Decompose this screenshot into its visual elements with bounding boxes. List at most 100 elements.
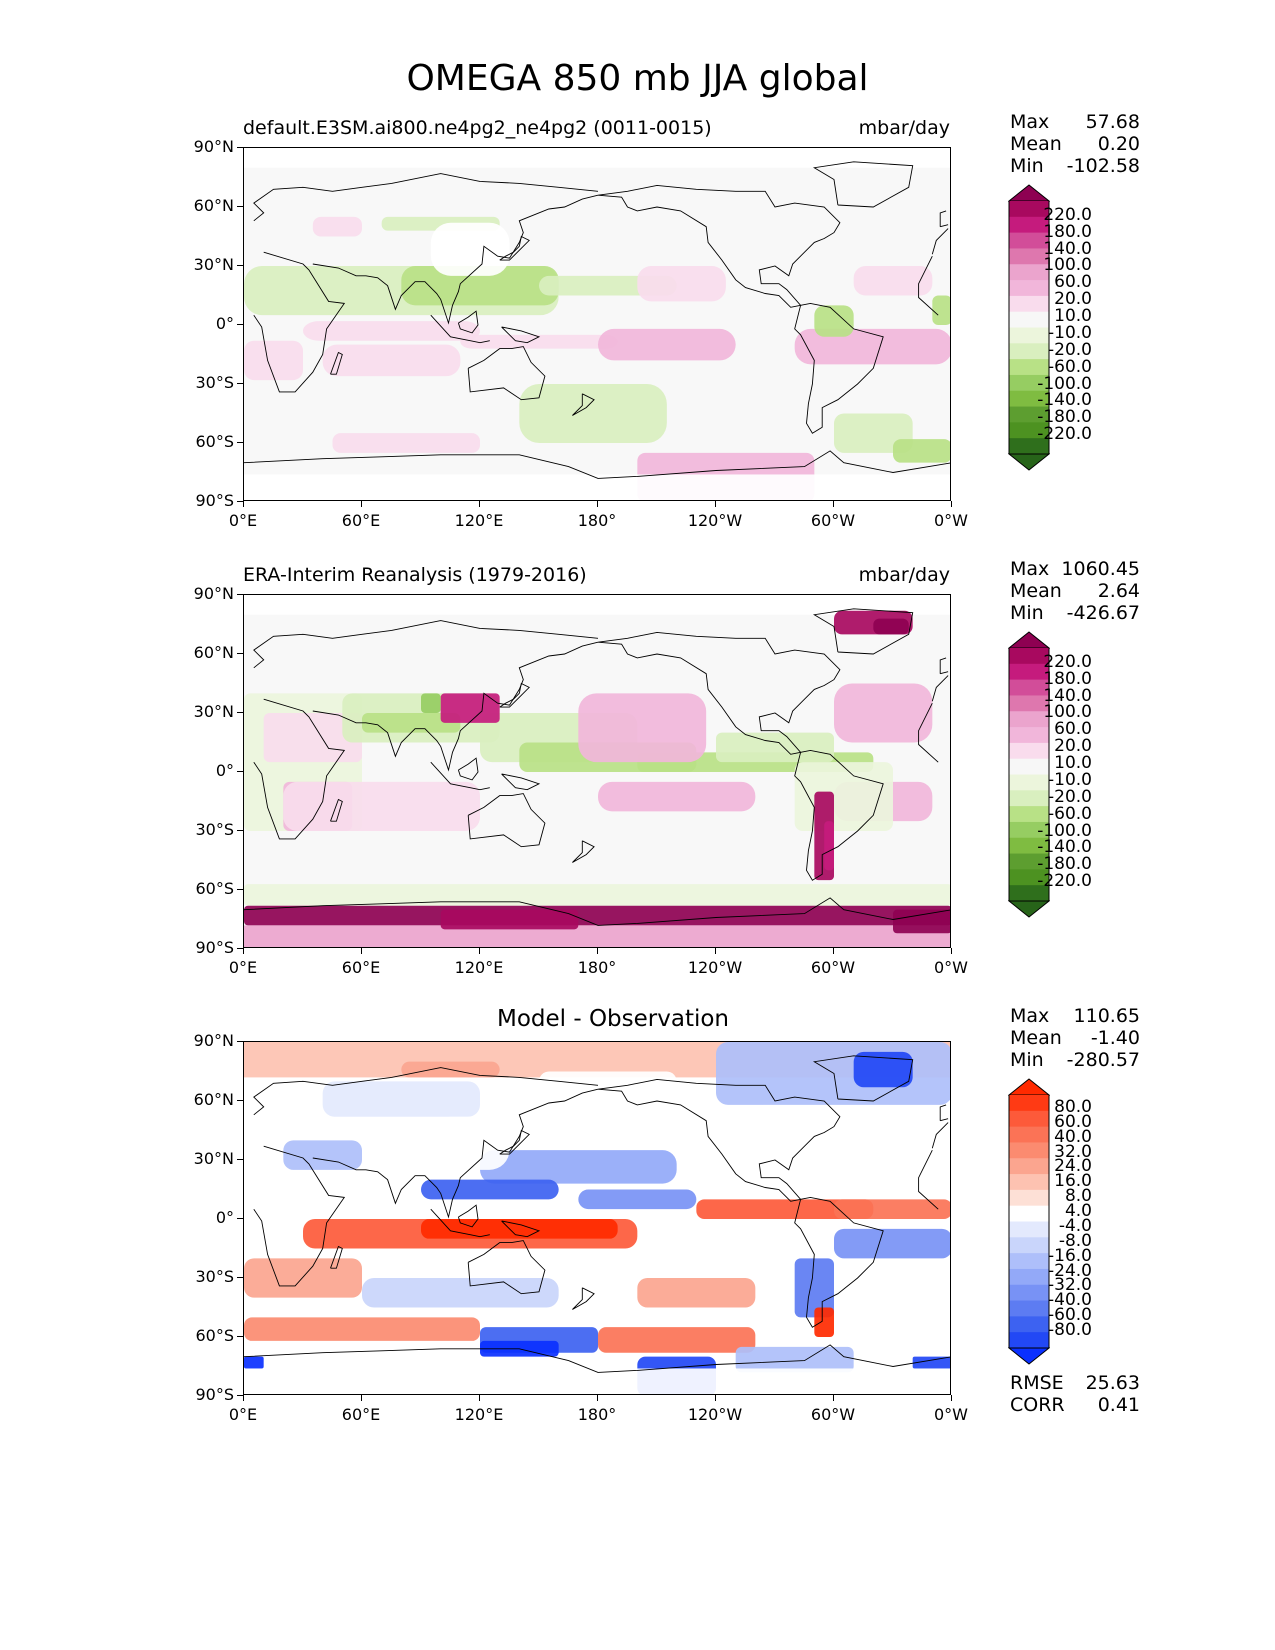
panel3-field bbox=[244, 1042, 950, 1394]
colorbar-svg bbox=[1007, 184, 1051, 471]
colorbar-bottom-extend bbox=[1007, 1347, 1051, 1365]
x-tick-mark bbox=[242, 1395, 244, 1401]
colorbar-label: 60.0 bbox=[1054, 1111, 1092, 1132]
x-tick-mark bbox=[242, 501, 244, 507]
field-region bbox=[853, 266, 933, 296]
colorbar-label: 140.0 bbox=[1043, 685, 1092, 706]
x-tick-mark bbox=[360, 1395, 362, 1401]
panel1-units: mbar/day bbox=[858, 117, 950, 139]
colorbar-segment bbox=[1009, 742, 1049, 760]
x-tick-label: 120°E bbox=[454, 958, 504, 977]
colorbar-label: 100.0 bbox=[1043, 702, 1092, 723]
panel2-left-title: ERA-Interim Reanalysis (1979-2016) bbox=[243, 564, 587, 586]
colorbar-label: 16.0 bbox=[1054, 1171, 1092, 1192]
x-tick-label: 120°W bbox=[687, 1405, 743, 1424]
panel3-map bbox=[243, 1041, 951, 1395]
y-tick-label: 30°S bbox=[195, 1267, 234, 1286]
colorbar-segment bbox=[1009, 1205, 1049, 1222]
colorbar-top-extend bbox=[1007, 631, 1051, 649]
colorbar-segment bbox=[1009, 1221, 1049, 1238]
x-tick-label: 0°E bbox=[228, 1405, 258, 1424]
y-tick-label: 30°N bbox=[193, 255, 234, 274]
colorbar-segment bbox=[1009, 1284, 1049, 1302]
field-region bbox=[794, 328, 950, 365]
field-region bbox=[480, 1150, 677, 1184]
field-region bbox=[322, 344, 461, 377]
colorbar-segment bbox=[1009, 648, 1049, 665]
field-region bbox=[244, 1258, 362, 1298]
field-region bbox=[824, 821, 834, 871]
x-tick-label: 60°E bbox=[341, 1405, 381, 1424]
colorbar-label: 10.0 bbox=[1054, 753, 1092, 774]
colorbar-segment bbox=[1009, 1095, 1049, 1112]
field-region bbox=[735, 1346, 854, 1373]
panel2-units: mbar/day bbox=[858, 564, 950, 586]
y-tick-label: 0° bbox=[215, 1208, 234, 1227]
y-tick-label: 30°S bbox=[195, 820, 234, 839]
colorbar-label: -4.0 bbox=[1058, 1215, 1092, 1236]
y-tick-mark bbox=[237, 652, 243, 654]
y-tick-mark bbox=[237, 1040, 243, 1042]
y-tick-mark bbox=[237, 711, 243, 713]
y-tick-label: 90°N bbox=[193, 137, 234, 156]
field-region bbox=[244, 925, 950, 947]
y-tick-label: 60°S bbox=[195, 432, 234, 451]
colorbar-top-extend bbox=[1007, 184, 1051, 202]
panel1-stats: Max 57.68 Mean 0.20 Min -102.58 bbox=[1010, 111, 1140, 177]
colorbar-label: -8.0 bbox=[1058, 1230, 1092, 1251]
x-tick-label: 180° bbox=[577, 511, 617, 530]
colorbar-label: 100.0 bbox=[1043, 255, 1092, 276]
field-region bbox=[578, 1189, 697, 1210]
x-tick-label: 0°E bbox=[228, 958, 258, 977]
panel1-map bbox=[243, 147, 951, 501]
colorbar-label: 220.0 bbox=[1043, 204, 1092, 225]
x-tick-mark bbox=[360, 948, 362, 954]
colorbar-segment bbox=[1009, 311, 1049, 328]
y-tick-mark bbox=[237, 1276, 243, 1278]
field-region bbox=[430, 222, 510, 276]
colorbar-label: 20.0 bbox=[1054, 289, 1092, 310]
x-tick-label: 60°E bbox=[341, 511, 381, 530]
colorbar-label: 80.0 bbox=[1054, 1096, 1092, 1117]
field-region bbox=[244, 474, 950, 500]
x-tick-label: 0°W bbox=[934, 1405, 968, 1424]
y-tick-mark bbox=[237, 1158, 243, 1160]
colorbar-segment bbox=[1009, 1253, 1049, 1270]
colorbar-segment bbox=[1009, 774, 1049, 791]
field-region bbox=[322, 1081, 480, 1117]
colorbar-segment bbox=[1009, 806, 1049, 823]
colorbar-segment bbox=[1009, 264, 1049, 281]
colorbar-segment bbox=[1009, 422, 1049, 439]
field-region bbox=[244, 340, 303, 381]
colorbar-segment bbox=[1009, 1110, 1049, 1128]
field-region bbox=[421, 693, 441, 713]
colorbar-segment bbox=[1009, 374, 1049, 392]
field-region bbox=[637, 266, 726, 302]
colorbar-segment bbox=[1009, 343, 1049, 360]
colorbar-label: -60.0 bbox=[1048, 356, 1092, 377]
y-tick-label: 0° bbox=[215, 761, 234, 780]
x-tick-label: 180° bbox=[577, 1405, 617, 1424]
panel2-field bbox=[244, 608, 950, 947]
colorbar-label: -140.0 bbox=[1037, 390, 1092, 411]
colorbar-label: -220.0 bbox=[1037, 871, 1092, 892]
y-tick-label: 90°S bbox=[195, 1385, 234, 1404]
panel1-colorbar: 220.0 180.0 140.0 100.0 60.0 20.0 10.0 -10.0 -20… bbox=[1007, 184, 1092, 475]
x-tick-mark bbox=[478, 1395, 480, 1401]
colorbar-segment bbox=[1009, 1300, 1049, 1317]
field-region bbox=[578, 693, 707, 763]
panel3-footer-stats: RMSE 25.63 CORR 0.41 bbox=[1010, 1372, 1140, 1416]
panel1-coastlines bbox=[244, 161, 950, 479]
x-tick-mark bbox=[360, 501, 362, 507]
y-tick-label: 90°S bbox=[195, 938, 234, 957]
colorbar-label: -180.0 bbox=[1037, 407, 1092, 428]
x-tick-label: 60°W bbox=[810, 1405, 856, 1424]
field-region bbox=[814, 1307, 834, 1337]
colorbar-label: -100.0 bbox=[1037, 373, 1092, 394]
colorbar-bottom-extend bbox=[1007, 453, 1051, 471]
colorbar-segment bbox=[1009, 201, 1049, 218]
colorbar-label: -220.0 bbox=[1037, 424, 1092, 445]
y-tick-mark bbox=[237, 205, 243, 207]
field-region bbox=[440, 909, 579, 930]
y-tick-mark bbox=[237, 829, 243, 831]
